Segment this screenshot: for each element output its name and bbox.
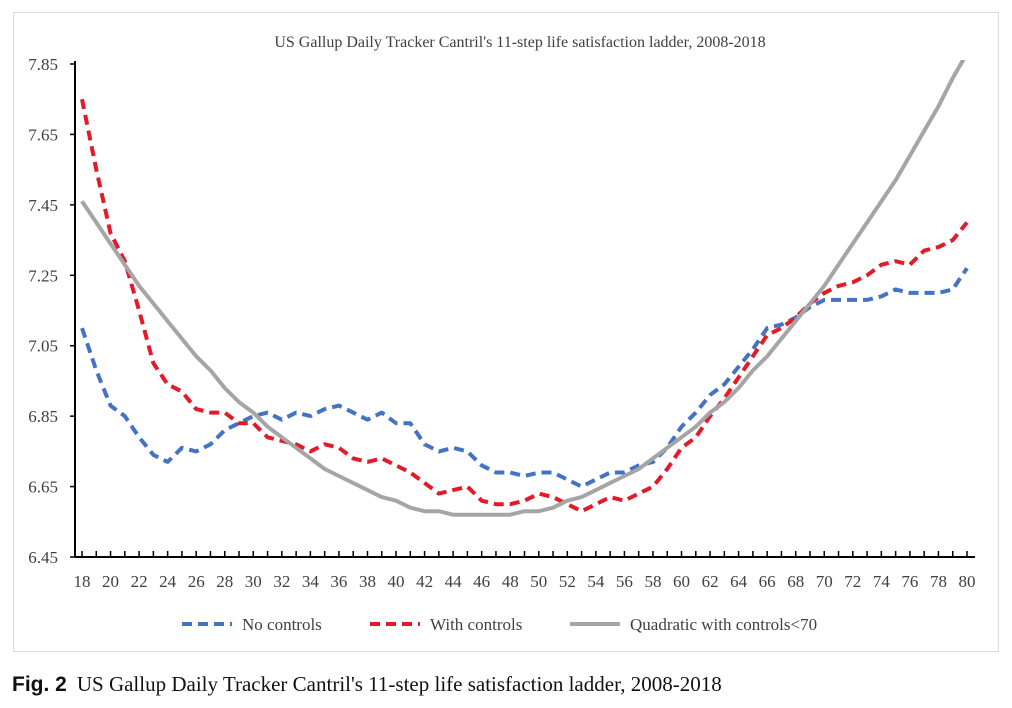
x-tick-label: 28 [216, 572, 233, 591]
chart-title: US Gallup Daily Tracker Cantril's 11-ste… [274, 34, 765, 51]
x-tick-label: 20 [102, 572, 119, 591]
x-tick-label: 36 [330, 572, 347, 591]
line-chart: US Gallup Daily Tracker Cantril's 11-ste… [28, 34, 976, 634]
x-tick-label: 76 [901, 572, 918, 591]
x-tick-label: 80 [959, 572, 976, 591]
x-tick-label: 22 [131, 572, 148, 591]
legend-label: Quadratic with controls<70 [630, 615, 817, 634]
x-tick-label: 42 [416, 572, 433, 591]
x-tick-label: 68 [787, 572, 804, 591]
series-line-no-controls [80, 267, 969, 489]
x-tick-label: 60 [673, 572, 690, 591]
chart-frame [13, 12, 999, 652]
figure-caption: Fig. 2 US Gallup Daily Tracker Cantril's … [12, 672, 722, 697]
series-line-quadratic-with-controls-70 [80, 60, 966, 517]
x-tick-label: 62 [702, 572, 719, 591]
y-tick-label: 7.85 [28, 55, 58, 74]
caption-label: Fig. 2 [12, 673, 67, 696]
x-tick-label: 56 [616, 572, 633, 591]
y-tick-label: 6.85 [28, 407, 58, 426]
x-tick-label: 78 [930, 572, 947, 591]
y-tick-label: 7.45 [28, 196, 58, 215]
x-tick-label: 54 [587, 572, 605, 591]
x-tick-label: 26 [188, 572, 205, 591]
x-tick-label: 32 [273, 572, 290, 591]
x-tick-label: 40 [388, 572, 405, 591]
x-tick-label: 24 [159, 572, 177, 591]
series-line-with-controls [80, 98, 969, 514]
x-tick-label: 72 [844, 572, 861, 591]
x-tick-label: 18 [74, 572, 91, 591]
x-tick-label: 38 [359, 572, 376, 591]
x-tick-label: 66 [759, 572, 776, 591]
y-tick-label: 6.45 [28, 548, 58, 567]
y-tick-label: 7.05 [28, 337, 58, 356]
x-tick-label: 64 [730, 572, 748, 591]
x-tick-label: 74 [873, 572, 891, 591]
x-tick-label: 58 [644, 572, 661, 591]
caption-text: US Gallup Daily Tracker Cantril's 11-ste… [76, 672, 722, 696]
x-tick-label: 34 [302, 572, 320, 591]
legend-label: No controls [242, 615, 322, 634]
x-tick-label: 52 [559, 572, 576, 591]
legend-label: With controls [430, 615, 522, 634]
x-tick-label: 70 [816, 572, 833, 591]
x-tick-label: 44 [445, 572, 463, 591]
y-tick-label: 6.65 [28, 478, 58, 497]
y-tick-label: 7.25 [28, 266, 58, 285]
x-tick-label: 30 [245, 572, 262, 591]
y-tick-label: 7.65 [28, 125, 58, 144]
x-tick-label: 48 [502, 572, 519, 591]
x-tick-label: 50 [530, 572, 547, 591]
x-tick-label: 46 [473, 572, 490, 591]
